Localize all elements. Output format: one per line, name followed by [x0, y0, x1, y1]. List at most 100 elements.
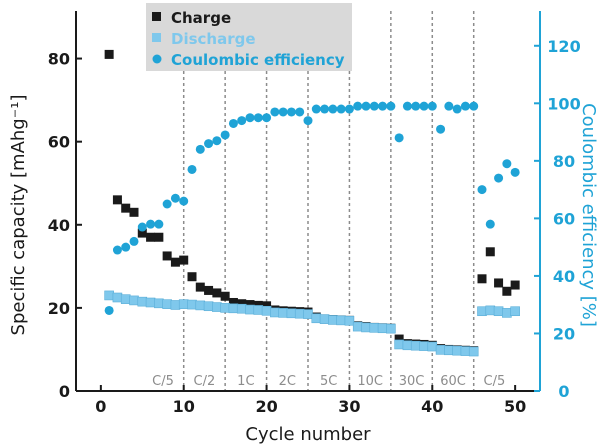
discharge-point [502, 308, 512, 318]
discharge-point [444, 345, 454, 356]
charge-point [220, 291, 230, 301]
y2-tick-label: 40 [553, 267, 575, 286]
discharge-point [203, 301, 214, 312]
efficiency-point [353, 101, 363, 111]
charge-point [212, 288, 222, 298]
rate-label: 5C [320, 374, 337, 389]
efficiency-point [394, 133, 404, 143]
discharge-point [369, 323, 380, 333]
rate-label: C/5 [152, 374, 174, 389]
legend-label-discharge: Discharge [171, 30, 256, 48]
y2-axis-label: Coulombic efficiency [%] [578, 103, 598, 327]
rate-dividers: C/5 C/2 1C 2C 5C 10C 30C 60C C/5 [152, 11, 505, 391]
efficiency-point [361, 101, 371, 111]
discharge-point [195, 300, 206, 311]
charge-point [510, 280, 520, 290]
efficiency-point [494, 173, 504, 183]
charge-point [477, 274, 487, 284]
discharge-point [468, 346, 479, 357]
efficiency-point [311, 104, 321, 114]
y2-tick-label: 100 [547, 94, 580, 113]
charge-point [137, 228, 147, 238]
discharge-point [303, 309, 313, 319]
charge-point [154, 232, 164, 242]
efficiency-point [369, 101, 379, 111]
discharge-point [427, 341, 438, 352]
efficiency-point [278, 107, 288, 117]
efficiency-point [378, 101, 388, 111]
discharge-point [112, 292, 123, 303]
discharge-point [477, 306, 487, 317]
efficiency-point [129, 236, 139, 246]
charge-point [112, 195, 122, 205]
legend-item-efficiency: Coulombic efficiency [152, 51, 345, 69]
efficiency-point [452, 104, 462, 114]
rate-label: 1C [237, 374, 254, 389]
efficiency-point [328, 104, 338, 114]
charge-point [502, 286, 512, 296]
charge-point [262, 301, 272, 311]
discharge-point [261, 305, 272, 316]
x-tick-label: 30 [338, 397, 360, 416]
x-tick-label: 10 [173, 397, 195, 416]
efficiency-point [195, 144, 205, 154]
discharge-point [286, 308, 297, 319]
charge-point [162, 251, 172, 261]
discharge-point [253, 305, 264, 315]
charge-point [195, 282, 205, 292]
efficiency-point [104, 305, 114, 315]
charge-point [129, 207, 139, 217]
efficiency-point [444, 101, 454, 111]
discharge-point [212, 302, 222, 312]
discharge-point [452, 345, 462, 356]
x-tick-label: 40 [421, 397, 443, 416]
efficiency-point [419, 101, 429, 111]
charge-point [146, 232, 156, 242]
discharge-point [352, 321, 363, 332]
y-axis-label: Specific capacity [mAhg⁻¹] [8, 95, 29, 336]
discharge-point [410, 340, 421, 351]
y2-tick-label: 120 [547, 37, 580, 56]
rate-label: 60C [440, 374, 466, 389]
efficiency-point [510, 167, 520, 177]
efficiency-point [237, 116, 247, 126]
charge-point [204, 285, 214, 295]
discharge-point [129, 295, 139, 306]
efficiency-point [170, 193, 180, 203]
charge-point [104, 49, 114, 59]
efficiency-point [212, 136, 222, 146]
discharge-point [170, 300, 181, 310]
charge-point [187, 272, 197, 282]
y2-tick-label: 60 [553, 209, 575, 228]
discharge-point [162, 299, 172, 309]
efficiency-point [112, 245, 122, 255]
efficiency-point [220, 130, 230, 140]
efficiency-point [460, 101, 470, 111]
legend-label-charge: Charge [171, 9, 231, 27]
discharge-point [104, 290, 114, 301]
efficiency-point [344, 104, 354, 114]
x-tick-label: 20 [255, 397, 277, 416]
rate-label: 2C [279, 374, 296, 389]
legend: Charge Discharge Coulombic efficiency [152, 9, 345, 69]
legend-marker-efficiency [152, 54, 162, 64]
legend-marker-discharge [152, 33, 161, 42]
rate-label: C/5 [484, 374, 506, 389]
legend-marker-charge [152, 12, 161, 21]
legend-item-discharge: Discharge [152, 30, 256, 48]
efficiency-point [154, 219, 164, 229]
y2-tick-label: 20 [553, 324, 575, 343]
x-tick-label: 50 [504, 397, 526, 416]
efficiency-point [121, 242, 131, 252]
efficiency-point [336, 104, 346, 114]
y-tick-label: 60 [48, 133, 70, 152]
efficiency-point [162, 199, 172, 209]
discharge-point [236, 303, 247, 314]
efficiency-point [477, 185, 487, 195]
efficiency-point [286, 107, 296, 117]
efficiency-point [179, 196, 189, 206]
x-tick-label: 0 [95, 397, 106, 416]
discharge-point [228, 303, 239, 314]
discharge-point [460, 346, 471, 356]
